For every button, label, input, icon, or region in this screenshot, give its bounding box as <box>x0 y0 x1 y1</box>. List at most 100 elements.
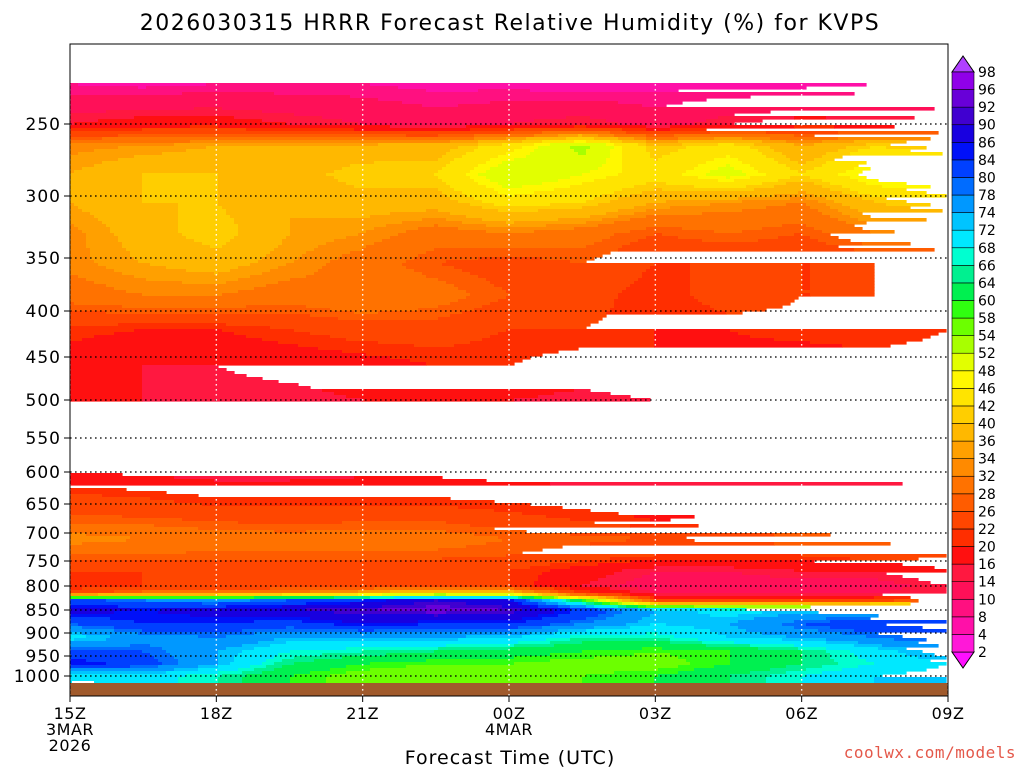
rh-fill-cell <box>134 620 255 624</box>
rh-fill-cell <box>382 593 435 597</box>
rh-fill-cell <box>810 284 875 288</box>
rh-fill-cell <box>822 212 843 216</box>
y-tick-label: 700 <box>26 524 61 544</box>
rh-fill-cell <box>70 284 107 288</box>
rh-fill-cell <box>506 221 515 225</box>
rh-fill-cell <box>142 377 263 381</box>
rh-fill-cell <box>150 497 451 501</box>
rh-fill-cell <box>90 254 131 258</box>
rh-fill-cell <box>750 164 787 168</box>
rh-fill-cell <box>870 146 887 150</box>
rh-fill-cell <box>494 203 551 207</box>
rh-fill-cell <box>426 251 611 255</box>
rh-fill-cell <box>650 614 711 618</box>
rh-fill-cell <box>334 596 371 600</box>
rh-fill-cell <box>406 260 447 264</box>
rh-fill-cell <box>70 98 379 102</box>
rh-fill-cell <box>610 152 623 156</box>
rh-fill-cell <box>490 302 615 306</box>
rh-fill-cell <box>530 599 543 603</box>
rh-fill-cell <box>70 617 111 621</box>
rh-fill-cell <box>790 167 815 171</box>
rh-fill-cell <box>434 224 439 228</box>
rh-fill-cell <box>618 584 911 588</box>
rh-fill-cell <box>70 131 511 135</box>
rh-fill-cell <box>374 242 595 246</box>
rh-fill-cell <box>294 329 507 333</box>
rh-fill-cell <box>550 590 559 594</box>
rh-fill-cell <box>106 311 355 315</box>
rh-fill-cell <box>294 260 331 264</box>
rh-fill-cell <box>338 317 439 321</box>
rh-fill-cell <box>510 647 643 651</box>
rh-fill-cell <box>230 662 263 666</box>
rh-fill-cell <box>406 665 679 669</box>
rh-fill-cell <box>530 566 571 570</box>
rh-fill-cell <box>802 266 811 270</box>
colorbar-label: 68 <box>978 241 996 257</box>
rh-fill-cell <box>690 269 803 273</box>
rh-fill-cell <box>346 338 483 342</box>
rh-fill-cell <box>618 605 627 609</box>
rh-fill-cell <box>70 383 143 387</box>
rh-fill-cell <box>534 581 591 585</box>
rh-fill-cell <box>102 221 179 225</box>
rh-fill-cell <box>842 668 927 672</box>
rh-fill-cell <box>282 239 335 243</box>
rh-fill-cell <box>70 392 143 396</box>
rh-fill-cell <box>498 332 655 336</box>
rh-fill-cell <box>178 221 235 225</box>
rh-fill-cell <box>70 506 459 510</box>
rh-fill-cell <box>618 296 695 300</box>
rh-fill-cell <box>70 218 99 222</box>
rh-fill-cell <box>302 620 343 624</box>
rh-fill-cell <box>470 128 515 132</box>
rh-fill-cell <box>730 329 947 333</box>
rh-fill-cell <box>130 251 271 255</box>
rh-fill-cell <box>70 86 139 90</box>
rh-fill-cell <box>590 590 631 594</box>
rh-fill-cell <box>650 623 667 627</box>
rh-fill-cell <box>70 668 175 672</box>
colorbar-swatch <box>951 598 975 618</box>
rh-fill-cell <box>806 668 843 672</box>
rh-fill-cell <box>830 206 851 210</box>
rh-fill-cell <box>218 176 335 180</box>
rh-fill-cell <box>398 233 615 237</box>
rh-fill-cell <box>70 134 119 138</box>
y-tick-label: 800 <box>26 577 61 597</box>
rh-fill-cell <box>802 275 811 279</box>
rh-fill-cell <box>218 194 447 198</box>
rh-fill-cell <box>74 302 451 306</box>
rh-fill-cell <box>142 386 311 390</box>
rh-fill-cell <box>686 146 751 150</box>
rh-fill-cell <box>238 668 255 672</box>
rh-fill-cell <box>726 164 731 168</box>
rh-fill-cell <box>514 593 523 597</box>
rh-fill-cell <box>802 263 811 267</box>
rh-fill-cell <box>662 188 755 192</box>
rh-fill-cell <box>254 287 459 291</box>
rh-fill-cell <box>534 134 559 138</box>
rh-fill-cell <box>70 83 79 87</box>
rh-fill-cell <box>850 557 919 561</box>
rh-fill-cell <box>806 623 887 627</box>
rh-fill-cell <box>462 155 499 159</box>
rh-fill-cell <box>142 176 219 180</box>
rh-fill-cell <box>822 185 843 189</box>
rh-fill-cell <box>330 668 371 672</box>
rh-fill-cell <box>522 602 539 606</box>
rh-fill-cell <box>558 179 595 183</box>
rh-fill-cell <box>358 593 383 597</box>
rh-fill-cell <box>70 350 343 354</box>
rh-fill-cell <box>498 191 535 195</box>
rh-fill-cell <box>462 269 647 273</box>
rh-fill-cell <box>614 191 643 195</box>
rh-fill-cell <box>614 572 651 576</box>
rh-fill-cell <box>522 635 571 639</box>
rh-fill-cell <box>70 281 95 285</box>
rh-fill-cell <box>258 641 287 645</box>
rh-fill-cell <box>438 614 539 618</box>
x-tick-label: 18Z <box>200 704 233 723</box>
rh-fill-cell <box>162 647 227 651</box>
